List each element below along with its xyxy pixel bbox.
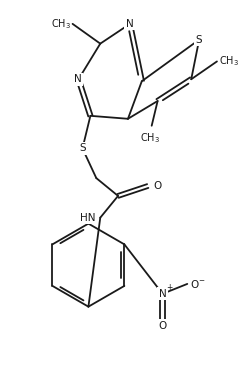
Text: CH$_3$: CH$_3$ — [140, 132, 160, 146]
Text: S: S — [79, 144, 86, 153]
Text: N: N — [126, 19, 134, 29]
Text: CH$_3$: CH$_3$ — [51, 17, 71, 31]
Text: +: + — [166, 284, 173, 293]
Text: O: O — [158, 320, 167, 331]
Text: O$^{-}$: O$^{-}$ — [190, 278, 206, 290]
Text: O: O — [154, 181, 162, 191]
Text: S: S — [196, 35, 202, 45]
Text: CH$_3$: CH$_3$ — [219, 55, 239, 68]
Text: N: N — [159, 289, 166, 299]
Text: HN: HN — [80, 213, 95, 223]
Text: N: N — [74, 74, 82, 84]
